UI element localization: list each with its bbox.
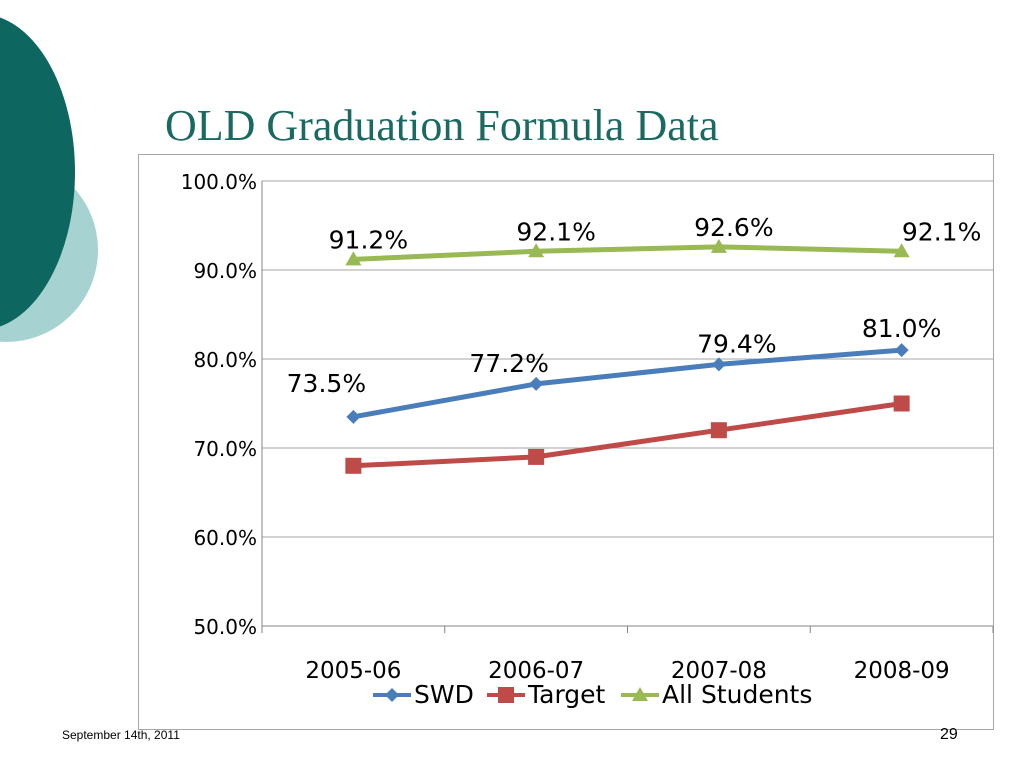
- page-number: 29: [940, 726, 958, 743]
- legend-label-target: Target: [527, 680, 606, 709]
- data-point-all-students: [345, 251, 362, 266]
- legend-marker-target: [498, 687, 514, 703]
- y-tick-label: 60.0%: [193, 526, 257, 550]
- data-point-swd: [529, 376, 544, 391]
- y-tick-label: 50.0%: [193, 615, 257, 639]
- legend-label-swd: SWD: [414, 680, 474, 709]
- x-tick-label: 2007-08: [671, 658, 767, 684]
- x-tick-label: 2008-09: [854, 658, 950, 684]
- data-point-swd: [894, 343, 909, 358]
- x-tick-label: 2005-06: [305, 658, 401, 684]
- data-point-swd: [346, 409, 361, 424]
- series-line-swd: [352, 347, 902, 420]
- legend-label-all-students: All Students: [662, 680, 812, 709]
- data-label-swd: 81.0%: [862, 314, 941, 343]
- y-tick-label: 100.0%: [181, 170, 257, 194]
- slide-title: OLD Graduation Formula Data: [165, 101, 719, 150]
- dark-teal-circle: [0, 17, 75, 327]
- data-label-all-students: 92.6%: [694, 213, 773, 242]
- series-line-all-students: [353, 244, 902, 262]
- data-label-swd: 77.2%: [469, 349, 548, 378]
- data-point-target: [893, 395, 910, 412]
- data-point-swd: [711, 357, 726, 372]
- y-tick-label: 80.0%: [193, 348, 257, 372]
- data-point-all-students: [710, 238, 727, 253]
- x-tick-label: 2006-07: [488, 658, 584, 684]
- data-label-swd: 73.5%: [287, 369, 366, 398]
- data-label-all-students: 91.2%: [329, 225, 408, 254]
- data-point-target: [345, 457, 362, 474]
- data-point-all-students: [893, 243, 910, 258]
- data-point-target: [710, 422, 727, 439]
- decorative-circles: [0, 17, 98, 342]
- series-line-target: [353, 401, 902, 469]
- line-chart: 50.0% 60.0% 70.0% 80.0% 90.0% 100.0% 2005-06 20…: [181, 170, 994, 709]
- data-label-all-students: 92.1%: [902, 217, 981, 246]
- legend-marker-swd: [385, 688, 399, 702]
- data-label-swd: 79.4%: [697, 329, 776, 358]
- y-tick-label: 90.0%: [193, 259, 257, 283]
- data-label-all-students: 92.1%: [516, 217, 595, 246]
- legend-marker-all-students: [632, 687, 648, 701]
- data-point-target: [528, 448, 545, 465]
- footer-date: September 14th, 2011: [62, 728, 180, 742]
- y-tick-label: 70.0%: [193, 437, 257, 461]
- data-point-all-students: [528, 243, 545, 258]
